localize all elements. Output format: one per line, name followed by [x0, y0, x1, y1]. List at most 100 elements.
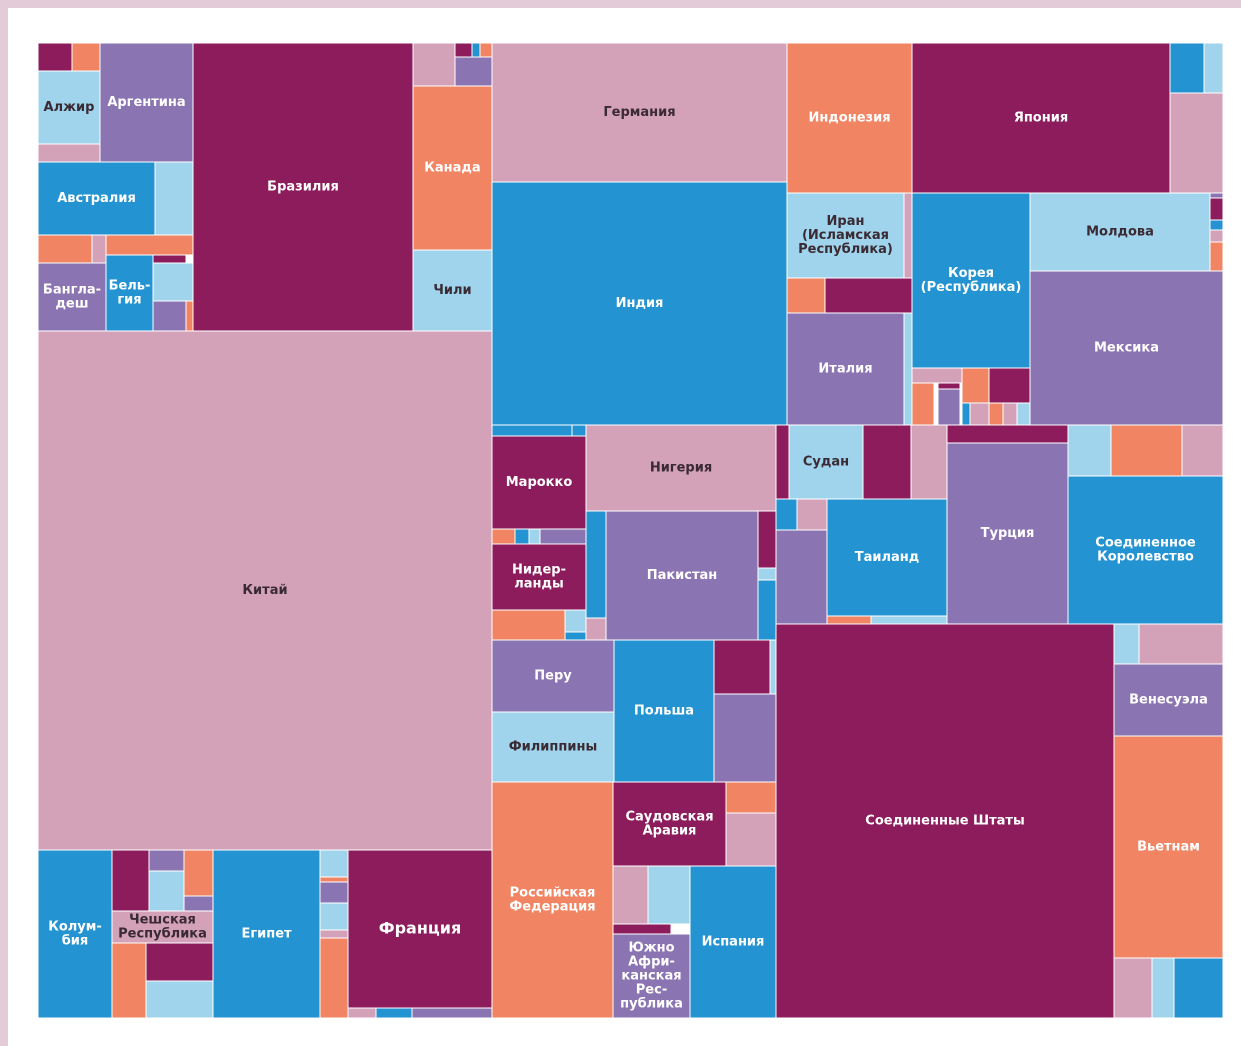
tile: [37, 42, 73, 72]
tile: [412, 85, 493, 251]
tile: [1067, 424, 1112, 477]
tile: [1029, 192, 1211, 272]
tile-label: ланды: [514, 577, 564, 592]
tile: [1169, 92, 1224, 194]
tile-label: Аргентина: [107, 95, 185, 110]
tile-label: Аравия: [643, 824, 697, 839]
tile: [571, 424, 587, 437]
tile: [454, 42, 473, 58]
tile-label: деш: [55, 297, 88, 312]
tile: [319, 881, 349, 904]
tile: [786, 277, 826, 314]
tile-label: Австралия: [57, 191, 136, 206]
tile: [911, 192, 1031, 369]
tile-label: Венесуэла: [1129, 693, 1208, 708]
tile: [786, 192, 905, 279]
tile: [111, 849, 150, 912]
tile: [183, 849, 214, 897]
tile: [757, 567, 777, 581]
tile: [539, 528, 587, 545]
tile: [613, 639, 715, 783]
tile: [769, 639, 777, 695]
tile: [212, 849, 321, 1019]
tile: [347, 1007, 377, 1019]
tile: [713, 639, 771, 695]
tile-label: Бангла-: [43, 283, 101, 298]
tile: [775, 529, 828, 625]
tile: [91, 234, 107, 264]
tile-label: Саудовская: [625, 810, 713, 825]
tile: [585, 510, 607, 619]
tile: [1209, 241, 1224, 272]
tile-label: Перу: [534, 669, 572, 684]
tile: [1113, 957, 1153, 1019]
tile: [491, 424, 573, 437]
tile: [826, 498, 948, 617]
tile: [37, 262, 107, 332]
tile: [319, 876, 349, 883]
tile: [1181, 424, 1224, 477]
tile-label: Нигерия: [650, 461, 712, 476]
tile: [37, 234, 93, 264]
tile: [725, 812, 777, 867]
tile: [491, 435, 587, 530]
tile: [605, 510, 759, 641]
tile-label: публика: [620, 997, 683, 1012]
tile: [647, 865, 691, 925]
tile-label: Иран: [827, 214, 865, 229]
tile: [910, 424, 948, 500]
tile-label: Египет: [241, 927, 292, 942]
tile: [145, 980, 214, 1019]
tile: [375, 1007, 413, 1019]
tile: [713, 693, 777, 783]
tile: [564, 631, 587, 641]
tile-label: Чили: [433, 283, 471, 298]
tile-label: Чешская: [129, 913, 196, 928]
tile-label: (Исламская: [802, 228, 889, 243]
tile: [491, 639, 615, 713]
tile: [911, 382, 935, 426]
tile: [1209, 219, 1224, 231]
tile: [412, 42, 456, 87]
tile: [585, 617, 607, 641]
tile: [1209, 229, 1224, 243]
tile-label: Индия: [616, 296, 664, 311]
tile: [969, 402, 990, 426]
tile: [152, 300, 187, 332]
tile: [319, 937, 349, 1019]
tile-label: Вьетнам: [1137, 840, 1200, 855]
tile: [988, 402, 1004, 426]
tile: [491, 711, 615, 783]
tile: [612, 865, 649, 925]
tile: [1016, 402, 1031, 426]
tile-label: Индонезия: [808, 111, 890, 126]
tile: [37, 70, 101, 145]
tile-label: Бразилия: [267, 180, 339, 195]
tile: [105, 234, 194, 256]
tile: [946, 424, 1069, 444]
tile-label: Республика: [118, 927, 207, 942]
tile-label: Таиланд: [855, 550, 920, 565]
tile: [988, 367, 1031, 404]
tile-label: Китай: [242, 583, 287, 598]
tile: [471, 42, 481, 58]
tile: [757, 579, 777, 641]
tile-label: Южно: [628, 941, 674, 956]
tile: [1209, 192, 1224, 199]
tile: [911, 367, 963, 384]
tile: [145, 942, 214, 982]
tile: [185, 300, 194, 332]
tile-label: бия: [62, 934, 89, 949]
tile: [612, 923, 672, 935]
tile-label: (Республика): [921, 280, 1022, 295]
tile: [612, 781, 727, 867]
tile: [946, 442, 1069, 625]
tile: [1203, 42, 1224, 94]
tile-label: Республика): [798, 242, 893, 257]
tile: [37, 849, 113, 1019]
tile: [862, 424, 912, 500]
tile: [775, 623, 1115, 1019]
tile: [911, 42, 1171, 194]
tile: [152, 254, 187, 264]
